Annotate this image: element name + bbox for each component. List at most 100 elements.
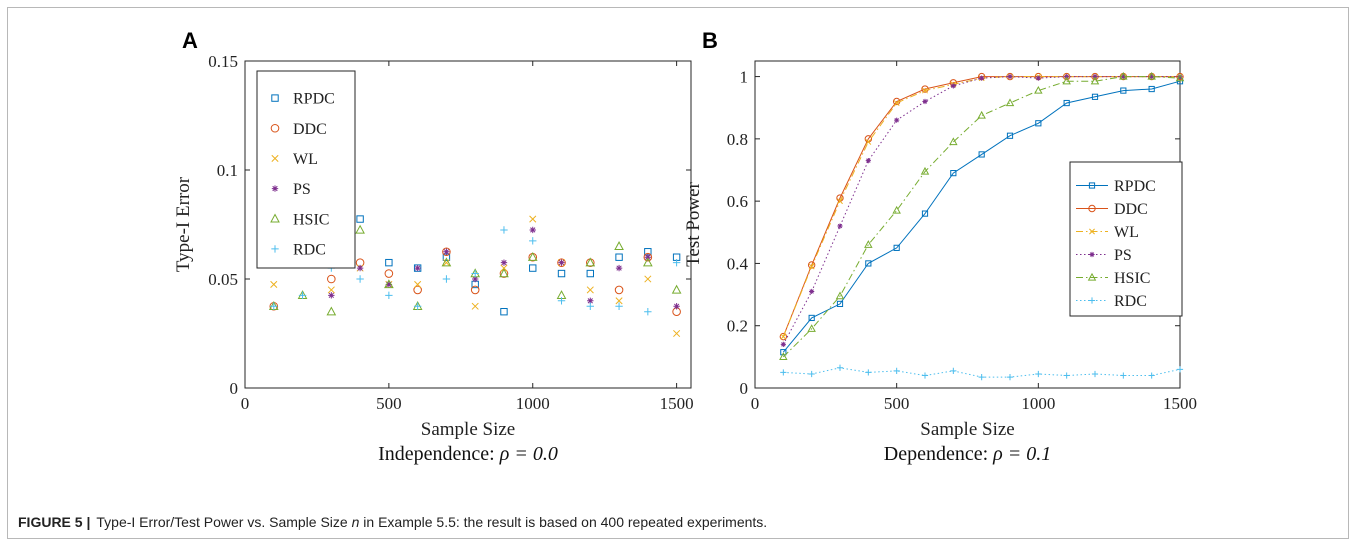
data-point xyxy=(1176,366,1184,373)
x-tick-label: 1000 xyxy=(1021,394,1055,413)
data-point xyxy=(441,257,452,267)
data-point xyxy=(500,308,508,316)
data-point xyxy=(780,369,787,376)
data-point xyxy=(385,291,393,300)
data-point xyxy=(1034,85,1043,94)
data-point xyxy=(1063,372,1070,379)
data-point xyxy=(893,367,900,374)
data-point xyxy=(1035,120,1042,127)
figure-caption: FIGURE 5 | Type-I Error/Test Power vs. Sa… xyxy=(18,514,767,530)
data-point xyxy=(920,166,930,175)
data-point xyxy=(835,291,845,300)
data-point xyxy=(779,332,788,341)
caption-n-symbol: n xyxy=(351,514,360,530)
data-point xyxy=(1176,72,1184,81)
data-point xyxy=(922,98,928,105)
data-point xyxy=(836,364,844,371)
data-point xyxy=(384,269,394,278)
x-axis-label: Sample Size xyxy=(920,419,1014,440)
data-point xyxy=(921,210,929,217)
legend-marker xyxy=(270,123,280,133)
data-point xyxy=(557,297,566,305)
data-point xyxy=(671,284,682,294)
caption-separator: | xyxy=(86,514,91,530)
data-point xyxy=(1064,73,1070,80)
x-tick-label: 0 xyxy=(241,394,250,413)
series-line xyxy=(782,80,1181,353)
data-point xyxy=(1177,73,1183,80)
data-point xyxy=(355,224,365,234)
legend-label: HSIC xyxy=(293,211,329,228)
data-point xyxy=(837,223,843,229)
data-point xyxy=(356,275,364,283)
data-point xyxy=(500,226,508,234)
legend-label: WL xyxy=(293,151,318,168)
data-point xyxy=(1148,85,1155,93)
y-axis-label: Type-I Error xyxy=(173,176,194,272)
data-point xyxy=(950,170,957,177)
data-point xyxy=(586,286,594,294)
legend-marker xyxy=(271,245,279,253)
data-point xyxy=(615,302,623,310)
data-point xyxy=(499,268,509,278)
legend-box xyxy=(1069,161,1183,317)
data-point xyxy=(1062,76,1071,85)
y-tick-label: 0 xyxy=(230,379,239,398)
legend-marker xyxy=(1088,204,1096,213)
data-point xyxy=(298,291,307,300)
data-point xyxy=(836,300,844,308)
panel-subtitle-math: ρ = 0.1 xyxy=(992,443,1051,465)
data-point xyxy=(356,264,364,272)
panel-subtitle: Dependence: ρ = 0.1 xyxy=(884,443,1052,465)
data-point xyxy=(894,117,900,123)
data-point xyxy=(385,258,393,267)
data-point xyxy=(529,226,536,234)
data-point xyxy=(384,279,394,289)
data-point xyxy=(921,85,929,93)
data-point xyxy=(413,285,422,295)
panel-label: A xyxy=(182,28,198,53)
data-point xyxy=(615,297,623,305)
caption-text-1: Type-I Error/Test Power vs. Sample Size xyxy=(96,514,352,530)
legend-marker xyxy=(271,185,279,192)
data-point xyxy=(978,374,985,381)
panel-subtitle-text: Independence: xyxy=(378,443,500,465)
data-point xyxy=(865,158,871,164)
legend-marker xyxy=(1089,251,1095,258)
panel-subtitle: Independence: ρ = 0.0 xyxy=(378,443,558,465)
data-point xyxy=(500,264,508,272)
data-point xyxy=(529,215,537,223)
data-point xyxy=(414,264,421,272)
data-point xyxy=(1149,73,1155,80)
data-point xyxy=(1175,73,1185,82)
data-point xyxy=(1119,71,1128,80)
x-axis-label: Sample Size xyxy=(421,419,515,440)
data-point xyxy=(442,259,450,267)
legend-label: WL xyxy=(1114,224,1139,241)
legend-marker xyxy=(270,213,280,223)
data-point xyxy=(864,240,873,248)
data-point xyxy=(1147,71,1156,80)
data-point xyxy=(270,302,278,310)
x-tick-label: 500 xyxy=(376,394,402,413)
y-tick-label: 0 xyxy=(740,379,749,398)
legend-marker xyxy=(1088,297,1096,304)
y-tick-label: 0.15 xyxy=(208,52,238,71)
data-point xyxy=(780,341,786,347)
data-point xyxy=(808,370,815,378)
data-point xyxy=(673,329,681,338)
data-point xyxy=(1120,73,1126,80)
data-point xyxy=(615,253,623,261)
data-point xyxy=(921,372,929,379)
ticks: 0 500 1000 1500 0 0.2 0.4 0.6 0.8 1 xyxy=(727,61,1197,413)
data-point xyxy=(1005,98,1015,107)
data-point xyxy=(1090,76,1100,85)
legend-marker xyxy=(1087,272,1097,281)
y-tick-label: 0.4 xyxy=(727,254,749,273)
legend-label: RPDC xyxy=(1114,178,1156,195)
caption-label: FIGURE 5 xyxy=(18,514,83,530)
data-point xyxy=(471,269,479,278)
legend-marker xyxy=(1088,182,1096,189)
data-point xyxy=(643,252,653,262)
data-point xyxy=(414,280,422,289)
